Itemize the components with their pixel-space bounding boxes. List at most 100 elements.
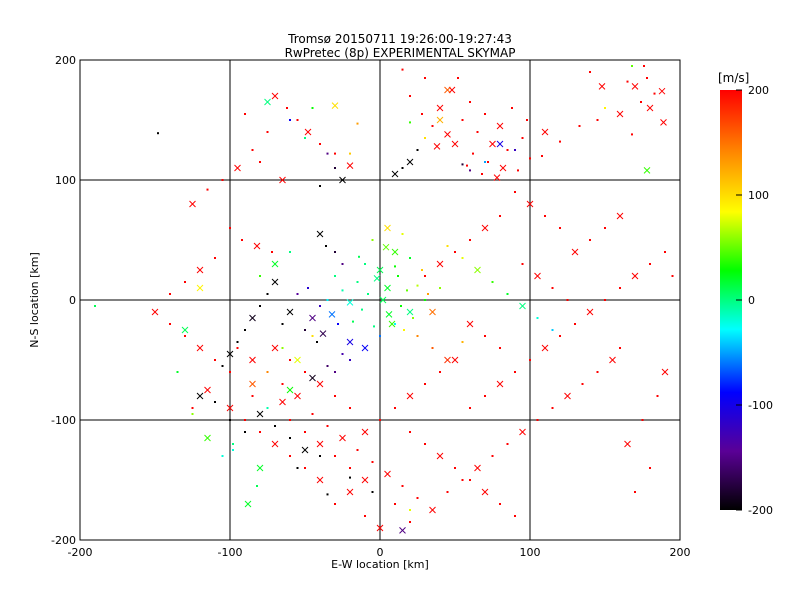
data-point-x-stroke <box>429 308 436 316</box>
data-point-dot <box>484 113 486 115</box>
data-point-dot <box>251 395 254 397</box>
data-point-x-stroke <box>373 275 381 282</box>
data-point-x <box>643 167 651 174</box>
data-point-dot <box>281 347 284 349</box>
data-point-x-stroke <box>346 299 354 306</box>
data-point-dot <box>221 365 224 367</box>
data-point-dot <box>631 133 633 136</box>
data-point-x <box>196 344 204 352</box>
data-point-dot <box>491 281 494 283</box>
data-point-dot <box>461 479 464 481</box>
data-point-x-stroke <box>204 386 211 394</box>
data-point-dot <box>626 80 629 83</box>
data-point-x <box>519 428 526 436</box>
data-point-x-stroke <box>571 248 579 256</box>
data-point-x <box>658 87 666 95</box>
data-point-dot <box>466 164 468 167</box>
data-point-x-stroke <box>376 266 384 274</box>
data-point-dot <box>619 347 621 349</box>
data-point-dot <box>274 425 276 427</box>
data-point-x <box>253 242 261 250</box>
data-point-x <box>316 440 324 448</box>
data-point-x <box>204 434 211 442</box>
data-point-dot <box>409 509 411 511</box>
data-point-x-stroke <box>286 308 294 316</box>
data-point-dot <box>326 299 329 301</box>
data-point-x <box>436 452 444 460</box>
data-point-dot <box>469 169 471 172</box>
data-point-dot <box>401 68 404 71</box>
data-point-dot <box>334 395 336 397</box>
x-tick-label: -200 <box>68 546 93 559</box>
data-point-dot <box>487 161 489 163</box>
data-point-x-stroke <box>384 470 391 478</box>
data-point-dot <box>191 413 194 415</box>
data-point-x <box>660 119 667 126</box>
data-point-x <box>204 386 211 394</box>
data-point-x <box>286 308 294 316</box>
data-point-x-stroke <box>196 284 204 292</box>
data-point-x <box>301 446 309 454</box>
data-point-dot <box>266 131 269 133</box>
data-point-dot <box>424 443 426 445</box>
data-point-dot <box>236 341 239 343</box>
data-point-x <box>384 470 391 478</box>
data-point-x <box>361 476 369 484</box>
data-point-x-stroke <box>181 326 189 334</box>
grid-lines <box>80 60 680 540</box>
data-point-dot <box>421 269 423 271</box>
data-point-dot <box>326 152 329 155</box>
data-point-x-stroke <box>643 167 651 174</box>
data-point-x <box>286 386 294 394</box>
data-point-dot <box>409 521 411 523</box>
data-point-dot <box>296 293 299 295</box>
data-point-x <box>496 140 504 148</box>
data-point-x <box>493 174 501 181</box>
data-point-x-stroke <box>339 176 346 184</box>
data-point-x-stroke <box>316 230 324 238</box>
data-point-dot <box>619 287 621 289</box>
data-point-x-stroke <box>429 506 436 514</box>
data-point-x-stroke <box>646 104 654 112</box>
data-point-x <box>433 143 441 150</box>
data-point-dot <box>484 161 486 163</box>
data-point-x-stroke <box>384 284 391 292</box>
data-point-dot <box>559 140 561 143</box>
data-point-x-stroke <box>271 440 279 448</box>
data-point-dot <box>469 239 471 241</box>
data-point-x <box>526 200 534 208</box>
data-point-x <box>496 380 504 388</box>
data-point-dot <box>469 479 471 481</box>
data-point-x <box>271 260 279 268</box>
data-point-dot <box>244 113 246 115</box>
data-point-x <box>429 308 436 316</box>
data-point-dot <box>281 323 284 325</box>
data-point-x <box>316 230 324 238</box>
data-point-dot <box>325 245 327 247</box>
data-point-x-stroke <box>406 308 414 316</box>
data-point-x-stroke <box>304 128 312 136</box>
data-point-x-stroke <box>226 404 234 412</box>
x-tick-label: -100 <box>218 546 243 559</box>
data-point-x-stroke <box>444 131 451 138</box>
data-point-dot <box>394 503 396 505</box>
data-point-dot <box>176 371 179 373</box>
data-point-x-stroke <box>406 158 414 166</box>
data-point-x-stroke <box>399 527 406 534</box>
data-point-x-stroke <box>406 392 414 400</box>
data-point-x-stroke <box>451 356 459 364</box>
data-point-x <box>519 302 526 310</box>
data-point-dot <box>461 341 464 343</box>
data-point-x-stroke <box>286 386 294 394</box>
data-point-x <box>271 92 279 100</box>
data-point-x <box>271 278 279 286</box>
data-point-dot <box>499 347 501 349</box>
data-point-dot <box>521 263 524 265</box>
data-point-x <box>489 140 496 148</box>
data-point-dot <box>371 239 374 241</box>
data-point-x <box>541 128 549 136</box>
y-tick-label: 200 <box>55 54 76 67</box>
data-point-dot <box>286 107 288 109</box>
data-point-x-stroke <box>481 488 489 496</box>
data-point-dot <box>349 467 351 469</box>
